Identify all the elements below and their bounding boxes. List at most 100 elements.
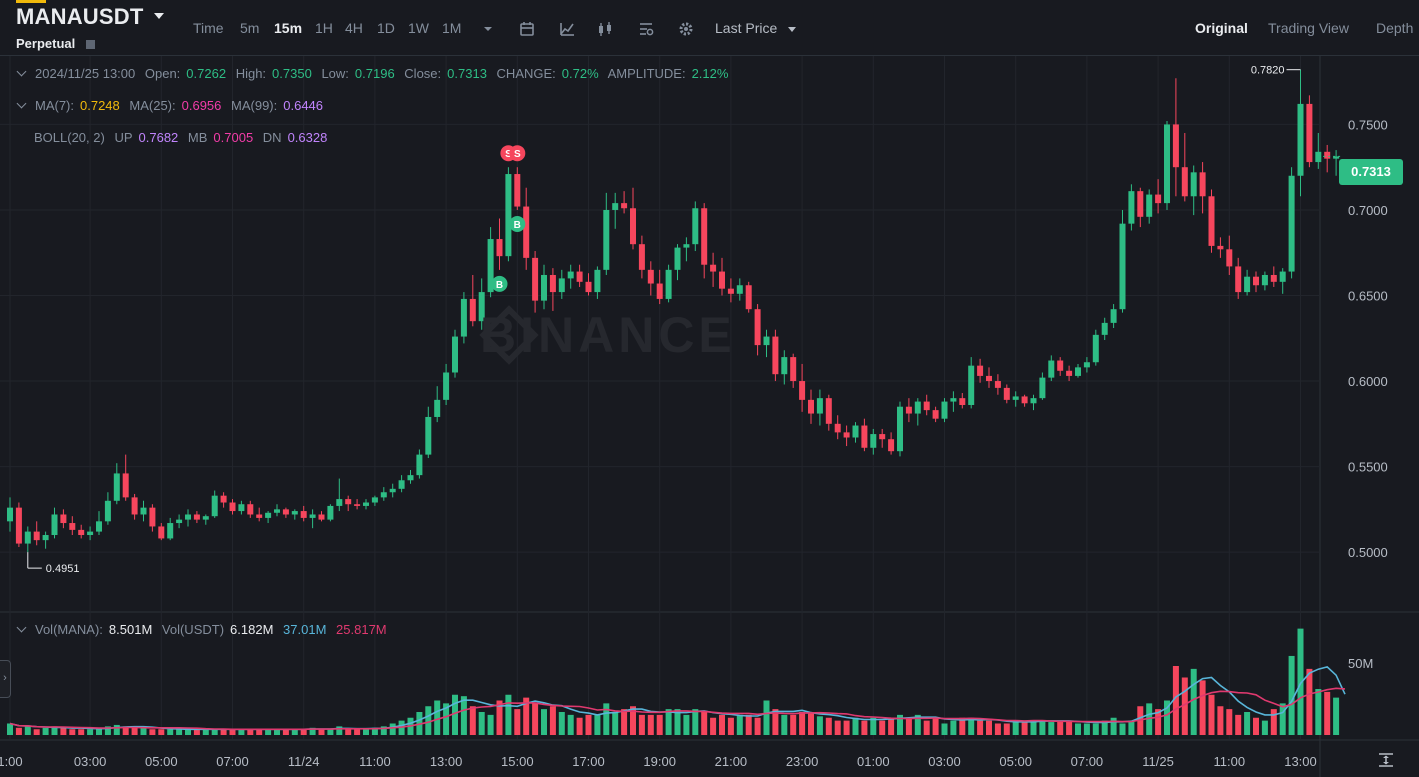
volume-bar	[60, 727, 67, 735]
candle-body	[656, 283, 663, 299]
volume-bar	[665, 709, 672, 735]
candle-body	[674, 247, 681, 270]
volume-bar	[78, 729, 85, 735]
candle-body	[185, 514, 191, 520]
volume-bar	[363, 729, 369, 735]
candle-body	[425, 416, 432, 455]
time-tick-label: 19:00	[643, 754, 676, 769]
indicators-icon[interactable]	[559, 21, 575, 37]
volume-bar	[923, 720, 930, 735]
ma99-value: 0.6446	[283, 98, 324, 113]
settings-gear-icon[interactable]	[678, 21, 694, 37]
candle-body	[1244, 276, 1251, 293]
timeframe-1w[interactable]: 1W	[408, 20, 429, 36]
volume-bar	[51, 726, 58, 735]
candle-body	[176, 519, 183, 524]
signal-label: S	[514, 149, 521, 160]
open-value: 0.7262	[186, 66, 227, 81]
candle-body	[986, 375, 992, 382]
volume-bar	[1030, 720, 1037, 735]
candle-body	[140, 507, 147, 515]
candle-body	[282, 509, 289, 515]
volume-bar	[647, 714, 654, 735]
timeframe-1m[interactable]: 1M	[442, 20, 462, 36]
timeframe-1h[interactable]: 1H	[315, 20, 333, 36]
volume-bar	[594, 714, 601, 735]
volume-bar	[176, 729, 183, 735]
expand-sidebar-handle[interactable]: ›	[0, 660, 11, 698]
tab-depth[interactable]: Depth	[1376, 20, 1414, 36]
candle-body	[736, 285, 743, 294]
candle-body	[443, 372, 450, 400]
volume-bar	[1039, 720, 1046, 735]
price-tick-label: 0.5000	[1348, 545, 1388, 560]
time-tick-label: 01:00	[857, 754, 890, 769]
timeframe-4h[interactable]: 4H	[345, 20, 363, 36]
tab-trading-view[interactable]: Trading View	[1268, 20, 1349, 36]
volume-bar	[1048, 722, 1055, 735]
candle-body	[932, 410, 939, 419]
candle-body	[1181, 167, 1188, 197]
boll-mb-value: 0.7005	[213, 130, 254, 145]
candle-body	[621, 203, 628, 209]
timeframe-time[interactable]: Time	[193, 20, 224, 36]
collapse-volume-chevron-icon[interactable]	[16, 622, 27, 633]
price-type-chevron-icon[interactable]	[788, 27, 796, 32]
high-value: 0.7350	[272, 66, 312, 81]
volume-bar	[158, 729, 165, 735]
candle-body	[131, 497, 138, 515]
candle-body	[1226, 249, 1233, 267]
volume-bar	[185, 729, 191, 735]
candle-body	[469, 298, 476, 322]
volume-bar	[1306, 668, 1313, 735]
time-tick-label: 07:00	[216, 754, 249, 769]
volume-bar	[790, 714, 797, 735]
price-tick-label: 0.6000	[1348, 374, 1388, 389]
timeframe-5m[interactable]: 5m	[240, 20, 260, 36]
symbol-accent-bar	[16, 0, 46, 3]
time-tick-label: 13:00	[430, 754, 463, 769]
time-tick-label: 21:00	[715, 754, 748, 769]
volume-bar	[1172, 666, 1179, 735]
symbol-dropdown-caret-icon[interactable]	[154, 13, 164, 19]
candle-body	[968, 365, 975, 405]
candle-body	[638, 244, 645, 270]
fit-scale-icon[interactable]	[1378, 752, 1394, 768]
candle-body	[113, 473, 120, 501]
symbol-title[interactable]: MANAUSDT	[16, 4, 144, 29]
tab-original[interactable]: Original	[1195, 20, 1248, 36]
volume-bar	[1119, 723, 1126, 735]
ma7-value: 0.7248	[80, 98, 120, 113]
contract-info-icon[interactable]	[86, 40, 95, 49]
candle-body	[1324, 151, 1331, 159]
timeframe-1d[interactable]: 1D	[377, 20, 395, 36]
collapse-ma-chevron-icon[interactable]	[16, 98, 27, 109]
volume-bar	[345, 729, 352, 735]
more-timeframes-chevron-icon[interactable]	[480, 21, 496, 37]
price-tick-label: 0.7000	[1348, 203, 1388, 218]
collapse-legend-chevron-icon[interactable]	[16, 66, 27, 77]
volume-bar	[1155, 709, 1162, 735]
time-tick-label: 07:00	[1071, 754, 1104, 769]
calendar-icon[interactable]	[519, 21, 535, 37]
candle-body	[772, 336, 779, 375]
volume-bar	[274, 729, 280, 735]
candle-body	[888, 439, 895, 452]
timeframe-15m[interactable]: 15m	[274, 20, 303, 36]
candle-body	[1235, 266, 1242, 293]
volume-bar	[229, 729, 236, 735]
volume-bar	[15, 727, 22, 735]
candle-body	[300, 511, 307, 518]
buy-signal-icon	[491, 275, 508, 292]
candle-body	[416, 454, 423, 476]
candle-body	[897, 406, 903, 452]
candle-body	[1137, 191, 1144, 217]
candle-type-icon[interactable]	[597, 21, 613, 37]
candle-body	[825, 398, 832, 424]
candle-body	[24, 531, 31, 544]
candle-body	[78, 529, 85, 536]
template-icon[interactable]	[638, 21, 654, 37]
price-type-select[interactable]: Last Price	[715, 20, 778, 36]
volume-bar	[211, 729, 218, 735]
